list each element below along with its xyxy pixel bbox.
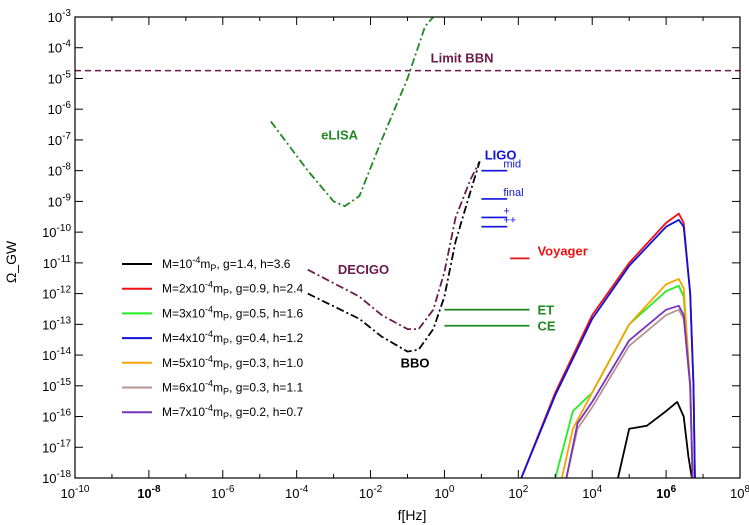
axis-layer: Limit BBN eLISA DECIGO BBO mid final +++ LIGO Vo… <box>42 8 749 501</box>
legend-label-2: M=2x10-4​mP​, g=0.9, h=2.4 <box>162 280 303 298</box>
legend-label-6: M=6x10-4​mP​, g=0.3, h=1.1 <box>162 379 303 397</box>
ligo-label: LIGO <box>485 147 517 162</box>
legend-label-7: M=7x10-4​mP​, g=0.2, h=0.7 <box>162 403 303 421</box>
y-tick-label-10: 10-13​ <box>42 315 71 332</box>
ligo-line-label-0: mid <box>503 159 521 171</box>
sensitivity-label-decigo: DECIGO <box>338 262 389 277</box>
ligo-line-label-1: final <box>503 187 523 199</box>
y-axis-title: Ω_GW <box>3 240 19 283</box>
y-tick-label-12: 10-15​ <box>42 377 71 394</box>
y-tick-label-13: 10-16​ <box>42 408 71 425</box>
legend-label-3: M=3x10-4​mP​, g=0.5, h=1.6 <box>162 304 303 322</box>
plot-layer <box>75 17 740 478</box>
y-tick-label-3: 10-6​ <box>48 100 72 117</box>
legend-label-4: M=4x10-4​mP​, g=0.4, h=1.2 <box>162 329 303 347</box>
series-line-4 <box>520 219 696 478</box>
legend-label-1: M=10-4​mP​, g=1.4, h=3.6 <box>162 255 291 273</box>
sensitivity-label-bbo: BBO <box>401 356 430 371</box>
y-tick-label-1: 10-4​ <box>48 39 72 56</box>
sensitivity-label-elisa: eLISA <box>321 127 358 142</box>
series-line-7 <box>565 304 694 478</box>
series-line-5 <box>560 278 694 478</box>
sensitivity-curve-bbo <box>307 161 481 353</box>
series-line-1 <box>617 401 693 478</box>
y-tick-label-8: 10-11​ <box>43 254 72 271</box>
detector-label-ce: CE <box>537 319 555 334</box>
y-tick-label-0: 10-3​ <box>48 8 72 25</box>
y-tick-label-15: 10-18​ <box>42 469 71 486</box>
y-tick-label-4: 10-7​ <box>48 131 72 148</box>
ligo-line-label-2: + <box>503 205 509 217</box>
y-tick-label-6: 10-9​ <box>48 192 72 209</box>
x-tick-label-6: 102​ <box>508 484 528 501</box>
sensitivity-curve-decigo <box>307 160 481 330</box>
legend: M=10-4​mP​, g=1.4, h=3.6 M=2x10-4​mP​, g=… <box>122 255 303 421</box>
x-tick-label-8: 106​ <box>656 484 676 501</box>
x-tick-label-5: 100​ <box>434 484 454 501</box>
legend-label-5: M=5x10-4​mP​, g=0.3, h=1.0 <box>162 354 303 372</box>
y-tick-label-11: 10-14​ <box>42 346 71 363</box>
y-tick-label-5: 10-8​ <box>48 162 72 179</box>
x-tick-label-3: 10-4​ <box>285 484 309 501</box>
x-axis-title: f[Hz] <box>398 507 427 523</box>
x-tick-label-7: 104​ <box>582 484 602 501</box>
ligo-line-label-3: ++ <box>503 215 516 227</box>
x-tick-label-1: 10-8​ <box>137 484 161 501</box>
limit-bbn-label: Limit BBN <box>431 51 494 66</box>
x-tick-label-2: 10-6​ <box>211 484 235 501</box>
detector-label-et: ET <box>537 303 554 318</box>
y-tick-label-14: 10-17​ <box>42 438 71 455</box>
y-tick-label-7: 10-10​ <box>42 223 71 240</box>
y-tick-label-2: 10-5​ <box>48 69 72 86</box>
sensitivity-curve-elisa <box>270 17 434 208</box>
x-tick-label-9: 108​ <box>730 484 749 501</box>
y-tick-label-9: 10-12​ <box>42 285 71 302</box>
x-tick-label-0: 10-10​ <box>61 484 90 501</box>
x-tick-label-4: 10-2​ <box>359 484 383 501</box>
detector-label-voyager: Voyager <box>537 243 587 258</box>
